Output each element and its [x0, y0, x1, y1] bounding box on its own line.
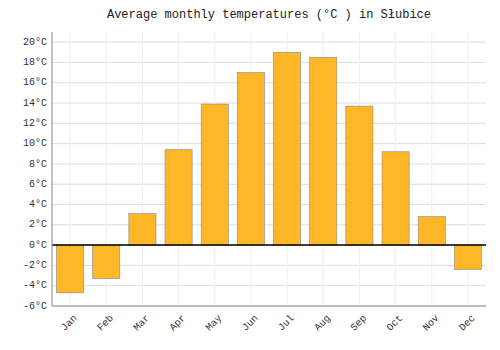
grid-line-y — [52, 163, 486, 164]
x-tick-label: Jun — [240, 313, 261, 334]
x-tick-label: Mar — [132, 313, 153, 334]
y-tick-label: 16°C — [23, 77, 47, 88]
y-tick-label: 8°C — [29, 159, 47, 170]
x-tick-label: Jul — [276, 313, 297, 334]
y-tick-label: -6°C — [23, 301, 47, 312]
y-tick-label: -2°C — [23, 260, 47, 271]
bar — [418, 217, 445, 245]
grid-line-y — [52, 245, 486, 246]
grid-line-y — [52, 204, 486, 205]
chart: -6°C -4°C -2°C 0°C 2°C 4°C 6°C 8°C 10°C 12°C 14°C 1… — [0, 0, 500, 350]
bar — [165, 150, 192, 245]
bars — [52, 52, 486, 293]
bar — [310, 57, 337, 245]
x-tick-label: Jan — [59, 313, 80, 334]
y-tick-label: 0°C — [29, 240, 47, 251]
bar — [93, 245, 120, 278]
bar — [237, 73, 264, 246]
bar — [201, 104, 228, 245]
y-tick-label: 6°C — [29, 179, 47, 190]
x-tick-label: Dec — [457, 313, 478, 334]
grid-line-y — [52, 82, 486, 83]
y-tick-label: 4°C — [29, 199, 47, 210]
y-tick-label: 18°C — [23, 57, 47, 68]
bar — [454, 245, 481, 269]
x-tick-label: May — [204, 313, 225, 334]
x-tick-label: Sep — [349, 313, 370, 334]
grid-line-y — [52, 306, 486, 307]
x-tick-label: Apr — [168, 313, 189, 334]
y-tick-label: 20°C — [23, 37, 47, 48]
bar — [129, 214, 156, 245]
x-tick-label: Nov — [421, 313, 442, 334]
x-tick-label: Feb — [95, 313, 116, 334]
grid-line-y — [52, 123, 486, 124]
y-tick-label: 12°C — [23, 118, 47, 129]
grid-line-y — [52, 143, 486, 144]
x-tick-label: Aug — [312, 313, 333, 334]
y-tick-label: 14°C — [23, 98, 47, 109]
y-axis-line — [52, 32, 53, 306]
bar — [346, 106, 373, 245]
grid-line-y — [52, 62, 486, 63]
title: Average monthly temperatures (°C ) in Sł… — [107, 8, 431, 22]
zero-line — [52, 244, 486, 246]
grid-line-x — [142, 32, 143, 306]
grid-line-x — [431, 32, 432, 306]
grid-line-y — [52, 42, 486, 43]
y-tick-label: 10°C — [23, 138, 47, 149]
bar — [382, 152, 409, 245]
bar — [274, 52, 301, 245]
y-tick-label: -4°C — [23, 280, 47, 291]
grid-line-y — [52, 285, 486, 286]
grid — [52, 32, 486, 306]
y-ticks: -6°C -4°C -2°C 0°C 2°C 4°C 6°C 8°C 10°C 12°C 14°C 1… — [23, 37, 47, 312]
x-axis-line — [52, 306, 486, 307]
grid-line-y — [52, 103, 486, 104]
x-ticks: Jan Feb Mar Apr May Jun Jul Aug Sep Oct Nov Dec — [59, 313, 477, 334]
x-tick-label: Oct — [385, 313, 406, 334]
bar — [57, 245, 84, 293]
y-tick-label: 2°C — [29, 219, 47, 230]
grid-line-y — [52, 184, 486, 185]
